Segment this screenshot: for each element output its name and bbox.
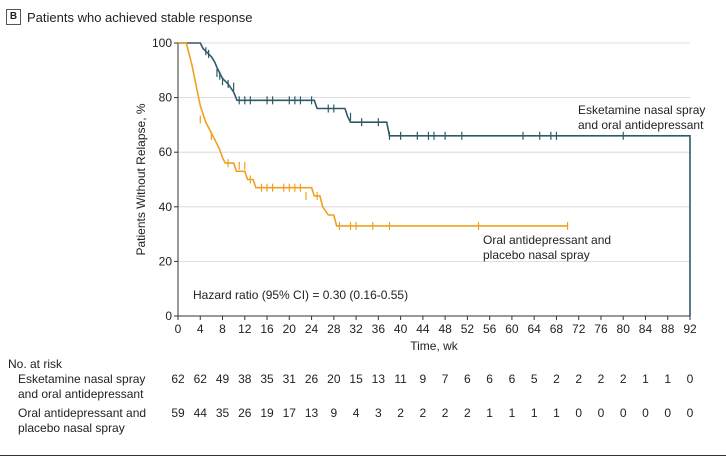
at-risk-count-row-0-t52: 6 [464,372,471,386]
at-risk-count-row-0-t72: 2 [575,372,582,386]
at-risk-count-row-1-t84: 0 [642,406,649,420]
at-risk-count-row-0-t32: 15 [349,372,363,386]
at-risk-count-row-1-t12: 26 [238,406,252,420]
at-risk-count-row-1-t40: 2 [397,406,404,420]
x-tick-label-60: 60 [505,322,519,336]
y-tick-label-60: 60 [159,145,173,159]
y-tick-label-20: 20 [159,254,173,268]
at-risk-count-row-1-t48: 2 [442,406,449,420]
y-axis-label: Patients Without Relapse, % [134,103,148,255]
at-risk-count-row-0-t76: 2 [598,372,605,386]
y-tick-label-100: 100 [152,36,172,50]
at-risk-count-row-0-t60: 6 [509,372,516,386]
x-tick-label-68: 68 [550,322,564,336]
at-risk-label-esketamine-line1: Esketamine nasal spray [18,372,146,386]
at-risk-count-row-1-t68: 1 [553,406,560,420]
at-risk-label-placebo: Oral antidepressant and placebo nasal sp… [18,406,158,436]
at-risk-count-row-0-t36: 13 [372,372,386,386]
at-risk-count-row-0-t44: 9 [420,372,427,386]
series-label-1-line-0: Oral antidepressant and [483,233,611,247]
at-risk-count-row-1-t36: 3 [375,406,382,420]
at-risk-count-row-1-t0: 59 [171,406,185,420]
x-tick-label-52: 52 [461,322,475,336]
x-tick-label-80: 80 [617,322,631,336]
at-risk-count-row-1-t16: 19 [260,406,274,420]
x-tick-label-8: 8 [219,322,226,336]
at-risk-label-placebo-line2: placebo nasal spray [18,421,125,435]
at-risk-count-row-0-t92: 0 [687,372,694,386]
at-risk-count-row-1-t92: 0 [687,406,694,420]
at-risk-count-row-1-t56: 1 [486,406,493,420]
at-risk-count-row-0-t64: 5 [531,372,538,386]
panel-title: Patients who achieved stable response [27,9,253,25]
at-risk-count-row-1-t4: 44 [194,406,208,420]
x-tick-label-44: 44 [416,322,430,336]
at-risk-count-row-1-t60: 1 [509,406,516,420]
at-risk-count-row-0-t4: 62 [194,372,208,386]
at-risk-count-row-1-t8: 35 [216,406,230,420]
panel-header: B Patients who achieved stable response [6,8,252,26]
at-risk-label-esketamine: Esketamine nasal spray and oral antidepr… [18,372,158,402]
x-tick-label-20: 20 [283,322,297,336]
series-label-0-line-1: and oral antidepressant [578,118,704,132]
x-tick-label-4: 4 [197,322,204,336]
at-risk-count-row-0-t56: 6 [486,372,493,386]
y-tick-label-0: 0 [165,309,172,323]
x-tick-label-64: 64 [527,322,541,336]
at-risk-label-esketamine-line2: and oral antidepressant [18,387,144,401]
at-risk-count-row-1-t64: 1 [531,406,538,420]
at-risk-count-row-1-t28: 9 [330,406,337,420]
bottom-rule [0,455,726,456]
at-risk-count-row-0-t48: 7 [442,372,449,386]
x-tick-label-0: 0 [175,322,182,336]
at-risk-count-row-0-t40: 11 [394,372,407,386]
at-risk-count-row-0-t8: 49 [216,372,230,386]
x-axis-label: Time, wk [410,339,459,353]
at-risk-count-row-1-t76: 0 [598,406,605,420]
x-tick-label-32: 32 [349,322,363,336]
at-risk-count-row-0-t28: 20 [327,372,341,386]
at-risk-count-row-0-t12: 38 [238,372,252,386]
at-risk-count-row-0-t68: 2 [553,372,560,386]
at-risk-count-row-0-t0: 62 [171,372,185,386]
x-tick-label-16: 16 [260,322,274,336]
x-tick-label-48: 48 [438,322,452,336]
at-risk-count-row-1-t52: 2 [464,406,471,420]
at-risk-count-row-1-t88: 0 [664,406,671,420]
at-risk-count-row-0-t16: 35 [260,372,274,386]
at-risk-count-row-1-t32: 4 [353,406,360,420]
x-tick-label-28: 28 [327,322,341,336]
series-label-1-line-1: placebo nasal spray [483,248,590,262]
x-tick-label-40: 40 [394,322,408,336]
km-curve-series-0 [178,42,691,316]
at-risk-count-row-0-t80: 2 [620,372,627,386]
at-risk-count-row-1-t72: 0 [575,406,582,420]
at-risk-count-row-0-t24: 26 [305,372,319,386]
panel-letter: B [6,9,21,25]
at-risk-count-row-1-t20: 17 [283,406,297,420]
km-curve-series-1 [178,42,568,227]
at-risk-label-placebo-line1: Oral antidepressant and [18,406,147,420]
at-risk-count-row-1-t44: 2 [420,406,427,420]
x-tick-label-76: 76 [594,322,608,336]
at-risk-count-row-1-t80: 0 [620,406,627,420]
y-tick-label-40: 40 [159,200,173,214]
x-tick-label-36: 36 [372,322,386,336]
at-risk-count-row-0-t20: 31 [283,372,297,386]
x-tick-label-24: 24 [305,322,319,336]
x-tick-label-88: 88 [661,322,675,336]
at-risk-count-row-0-t84: 1 [642,372,649,386]
hazard-ratio-annotation: Hazard ratio (95% CI) = 0.30 (0.16-0.55) [193,288,408,302]
at-risk-count-row-0-t88: 1 [664,372,671,386]
y-tick-label-80: 80 [159,91,173,105]
at-risk-count-row-1-t24: 13 [305,406,319,420]
x-tick-label-92: 92 [683,322,697,336]
series-label-0-line-0: Esketamine nasal spray [578,103,705,117]
x-tick-label-84: 84 [639,322,653,336]
x-tick-label-12: 12 [238,322,252,336]
x-tick-label-56: 56 [483,322,497,336]
x-tick-label-72: 72 [572,322,586,336]
at-risk-title: No. at risk [8,357,63,371]
